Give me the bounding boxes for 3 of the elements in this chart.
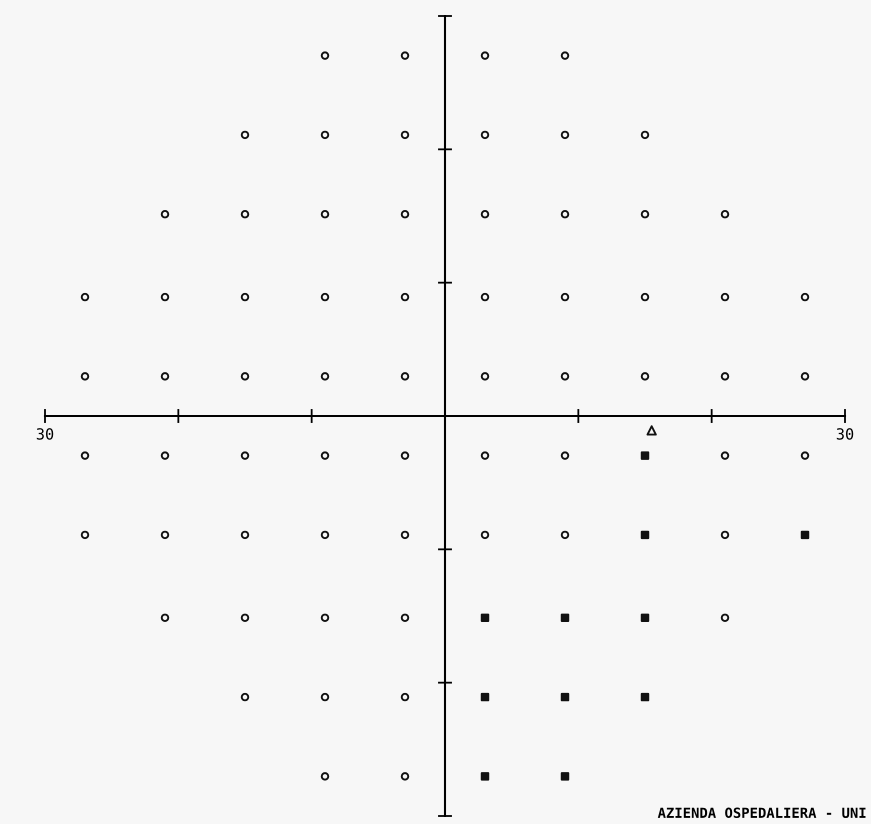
text: AZIENDA OSPEDALIERA - UNI (658, 808, 866, 818)
x-tick-label: 30 (36, 428, 54, 440)
x-tick-label: 30 (836, 428, 854, 440)
